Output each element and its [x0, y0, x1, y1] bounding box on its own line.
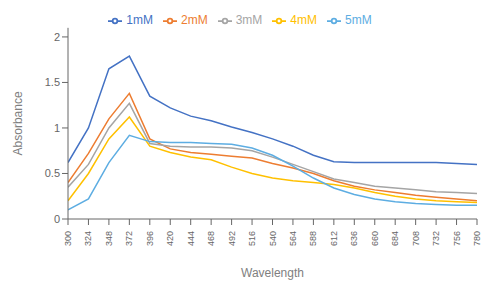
svg-text:396: 396 — [145, 231, 155, 246]
svg-text:0: 0 — [54, 213, 60, 225]
svg-text:492: 492 — [227, 231, 237, 246]
html-text:5mM: 5mM — [345, 13, 372, 27]
svg-text:444: 444 — [186, 231, 196, 246]
svg-text:756: 756 — [452, 231, 462, 246]
svg-text:Absorbance: Absorbance — [11, 91, 25, 155]
svg-text:1.5: 1.5 — [45, 76, 60, 88]
svg-text:348: 348 — [104, 231, 114, 246]
svg-text:468: 468 — [206, 231, 216, 246]
svg-text:2: 2 — [54, 31, 60, 43]
svg-text:300: 300 — [63, 231, 73, 246]
svg-text:540: 540 — [268, 231, 278, 246]
svg-text:780: 780 — [472, 231, 482, 246]
svg-text:732: 732 — [431, 231, 441, 246]
svg-text:1: 1 — [54, 122, 60, 134]
html-text:4mM: 4mM — [290, 13, 317, 27]
svg-text:564: 564 — [288, 231, 298, 246]
svg-text:660: 660 — [370, 231, 380, 246]
svg-text:516: 516 — [247, 231, 257, 246]
svg-text:Wavelength: Wavelength — [241, 266, 304, 280]
svg-text:708: 708 — [411, 231, 421, 246]
html-text:1mM: 1mM — [126, 13, 153, 27]
svg-text:684: 684 — [390, 231, 400, 246]
html-text:2mM: 2mM — [181, 13, 208, 27]
svg-text:372: 372 — [124, 231, 134, 246]
svg-text:588: 588 — [308, 231, 318, 246]
svg-text:612: 612 — [329, 231, 339, 246]
html-text:3mM: 3mM — [235, 13, 263, 27]
svg-text:0.5: 0.5 — [45, 167, 60, 179]
svg-text:420: 420 — [165, 231, 175, 246]
svg-text:324: 324 — [83, 231, 93, 246]
svg-text:636: 636 — [349, 231, 359, 246]
